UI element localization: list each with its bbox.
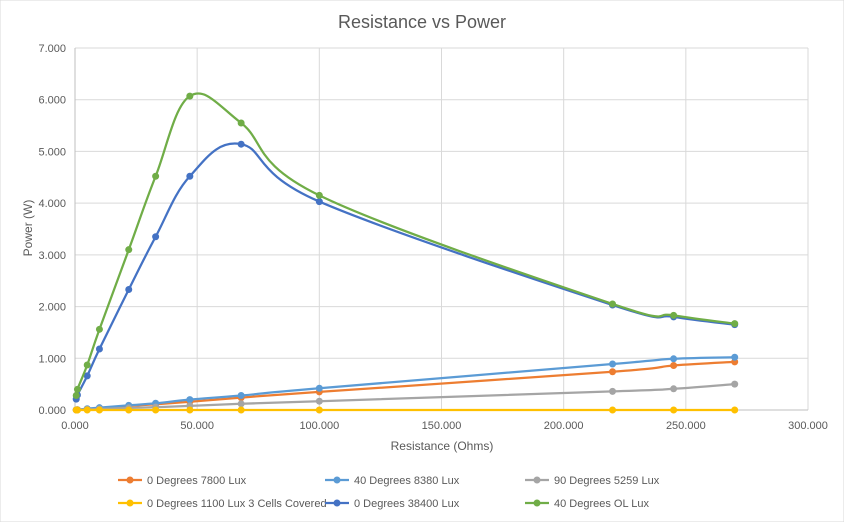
data-point: [670, 406, 678, 414]
data-point: [731, 380, 739, 388]
x-tick-label: 50.000: [180, 420, 214, 432]
data-point: [315, 198, 323, 206]
data-point: [152, 406, 160, 414]
y-tick-label: 3.000: [38, 250, 66, 262]
y-tick-label: 6.000: [38, 95, 66, 107]
series-5: [72, 92, 739, 400]
data-point: [237, 140, 245, 148]
data-point: [315, 406, 323, 414]
legend-item: 0 Degrees 7800 Lux: [118, 475, 247, 487]
legend-item: 0 Degrees 38400 Lux: [325, 498, 460, 510]
series-3: [72, 406, 739, 414]
legend-label: 40 Degrees 8380 Lux: [354, 475, 460, 487]
legend-label: 90 Degrees 5259 Lux: [554, 475, 660, 487]
data-point: [186, 406, 194, 414]
data-point: [670, 311, 678, 319]
series-layer: [72, 92, 739, 414]
y-tick-label: 7.000: [38, 43, 66, 55]
legend-swatch-marker: [333, 476, 341, 484]
y-axis-title: Power (W): [21, 200, 35, 257]
data-point: [83, 361, 91, 369]
legend-label: 0 Degrees 38400 Lux: [354, 498, 460, 510]
legend-swatch-marker: [126, 476, 134, 484]
data-point: [731, 320, 739, 328]
data-point: [95, 325, 103, 333]
y-tick-label: 2.000: [38, 302, 66, 314]
data-point: [731, 406, 739, 414]
chart-title: Resistance vs Power: [338, 12, 506, 32]
legend-item: 90 Degrees 5259 Lux: [525, 475, 660, 487]
data-point: [152, 172, 160, 180]
data-point: [670, 362, 678, 370]
data-point: [186, 172, 194, 180]
data-point: [125, 406, 133, 414]
data-point: [237, 392, 245, 400]
data-point: [237, 119, 245, 127]
legend-item: 40 Degrees 8380 Lux: [325, 475, 460, 487]
legend-swatch-marker: [126, 499, 134, 507]
x-tick-label: 300.000: [788, 420, 828, 432]
data-point: [609, 360, 617, 368]
data-point: [315, 191, 323, 199]
legend-swatch-marker: [533, 476, 541, 484]
legend-label: 0 Degrees 7800 Lux: [147, 475, 247, 487]
legend-swatch-marker: [333, 499, 341, 507]
y-tick-label: 4.000: [38, 198, 66, 210]
y-tick-label: 5.000: [38, 146, 66, 158]
legend-item: 0 Degrees 1100 Lux 3 Cells Covered: [118, 498, 327, 510]
data-point: [83, 372, 91, 380]
x-tick-label: 200.000: [544, 420, 584, 432]
data-point: [186, 92, 194, 100]
data-point: [315, 397, 323, 405]
data-point: [83, 406, 91, 414]
data-point: [609, 368, 617, 376]
data-point: [95, 345, 103, 353]
data-point: [95, 406, 103, 414]
data-point: [237, 400, 245, 408]
data-point: [73, 385, 81, 393]
y-tick-label: 1.000: [38, 353, 66, 365]
x-axis-title: Resistance (Ohms): [391, 439, 494, 453]
x-tick-label: 0.000: [61, 420, 89, 432]
data-point: [670, 385, 678, 393]
data-point: [609, 406, 617, 414]
x-tick-label: 150.000: [422, 420, 462, 432]
data-point: [237, 406, 245, 414]
data-point: [609, 387, 617, 395]
data-point: [152, 233, 160, 241]
data-point: [125, 286, 133, 294]
legend-label: 40 Degrees OL Lux: [554, 498, 649, 510]
data-point: [72, 392, 80, 400]
grid-layer: [75, 47, 809, 410]
data-point: [125, 246, 133, 254]
data-point: [315, 384, 323, 392]
y-tick-label: 0.000: [38, 405, 66, 417]
data-point: [73, 406, 81, 414]
x-tick-label: 250.000: [666, 420, 706, 432]
legend-item: 40 Degrees OL Lux: [525, 498, 649, 510]
data-point: [731, 353, 739, 361]
x-tick-label: 100.000: [299, 420, 339, 432]
data-point: [186, 396, 194, 404]
data-point: [670, 355, 678, 363]
data-point: [609, 300, 617, 308]
legend-swatch-marker: [533, 499, 541, 507]
legend: 0 Degrees 7800 Lux 40 Degrees 8380 Lux 90 …: [118, 475, 660, 510]
legend-label: 0 Degrees 1100 Lux 3 Cells Covered: [147, 498, 327, 510]
